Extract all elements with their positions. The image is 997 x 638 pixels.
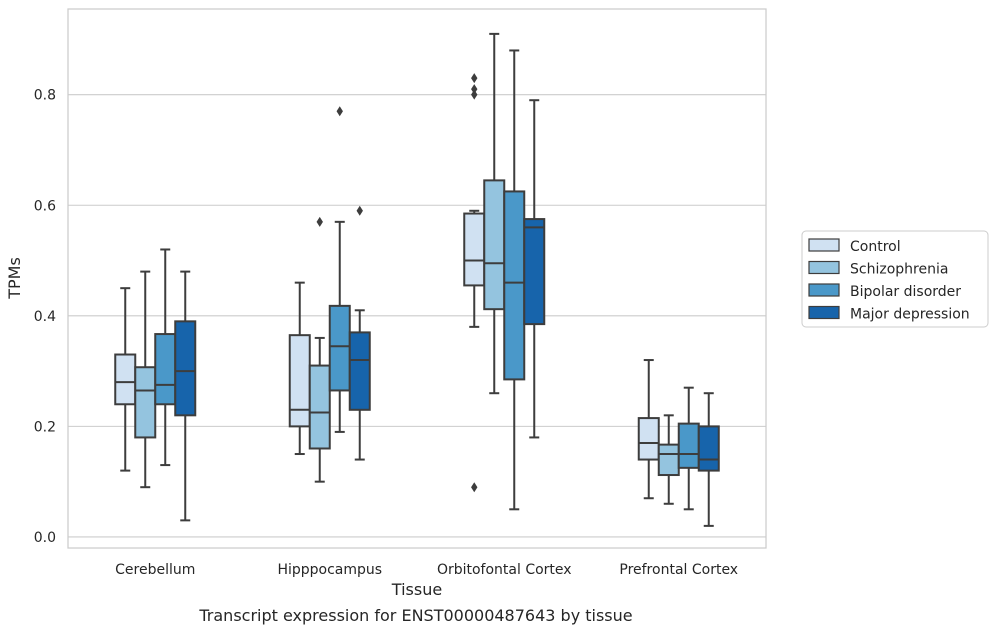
y-tick-label: 0.8 (34, 88, 56, 104)
boxes (114, 32, 720, 527)
legend-swatch (808, 305, 840, 320)
box-group (328, 106, 351, 433)
box (134, 366, 157, 439)
legend: Control Schizophrenia Bipolar disorder Majo… (801, 230, 989, 328)
x-tick-label: Prefrontal Cortex (619, 562, 738, 578)
plot-frame (67, 8, 767, 549)
x-tick-label: Orbitofontal Cortex (437, 562, 572, 578)
box (308, 364, 331, 450)
x-tick-label: Cerebellum (115, 562, 195, 578)
y-tick-labels: 0.0 0.2 0.4 0.6 0.8 (34, 88, 56, 546)
box-group (697, 392, 720, 527)
box (523, 218, 546, 326)
box-group (288, 281, 311, 456)
box (503, 190, 526, 381)
box (174, 320, 197, 417)
legend-swatch (808, 283, 840, 297)
box-group (174, 270, 197, 522)
outlier-point (471, 89, 478, 100)
legend-label: Major depression (850, 307, 970, 323)
y-tick-label: 0.2 (34, 419, 56, 435)
box (328, 304, 351, 392)
box (697, 425, 720, 472)
outlier-point (316, 216, 323, 227)
y-tick-label: 0.4 (34, 309, 56, 325)
box (483, 179, 506, 311)
box-group (308, 216, 331, 483)
y-tick-label: 0.6 (34, 198, 56, 214)
outlier-point (471, 84, 478, 95)
box (463, 212, 486, 287)
box-group (463, 73, 486, 493)
box (154, 333, 177, 406)
y-axis-label: TPMs (5, 257, 24, 300)
box-group (657, 414, 680, 505)
box-group (503, 49, 526, 511)
legend-label: Control (850, 239, 901, 255)
box (637, 417, 660, 461)
x-axis-label: Tissue (391, 580, 442, 599)
box (348, 331, 371, 411)
box-group (677, 386, 700, 511)
box-group (348, 205, 371, 461)
box (657, 443, 680, 477)
box (677, 422, 700, 469)
chart-caption: Transcript expression for ENST0000048764… (199, 606, 633, 625)
box-group (637, 359, 660, 500)
box (288, 334, 311, 428)
legend-frame (801, 230, 989, 328)
outlier-point (336, 106, 343, 117)
legend-swatch (808, 238, 840, 252)
y-tick-label: 0.0 (34, 530, 56, 546)
box (114, 353, 137, 406)
legend-swatch (808, 260, 840, 275)
legend-label: Bipolar disorder (850, 284, 961, 300)
box-group (523, 99, 546, 439)
box-group (134, 270, 157, 489)
x-tick-labels: Cerebellum Hipppocampus Orbitofontal Corte… (115, 562, 738, 578)
legend-label: Schizophrenia (850, 262, 948, 278)
box-group (483, 32, 506, 395)
outlier-point (356, 205, 363, 216)
box-group (154, 248, 177, 467)
outlier-point (471, 73, 478, 84)
x-tick-label: Hipppocampus (277, 562, 382, 578)
outlier-point (471, 482, 478, 493)
